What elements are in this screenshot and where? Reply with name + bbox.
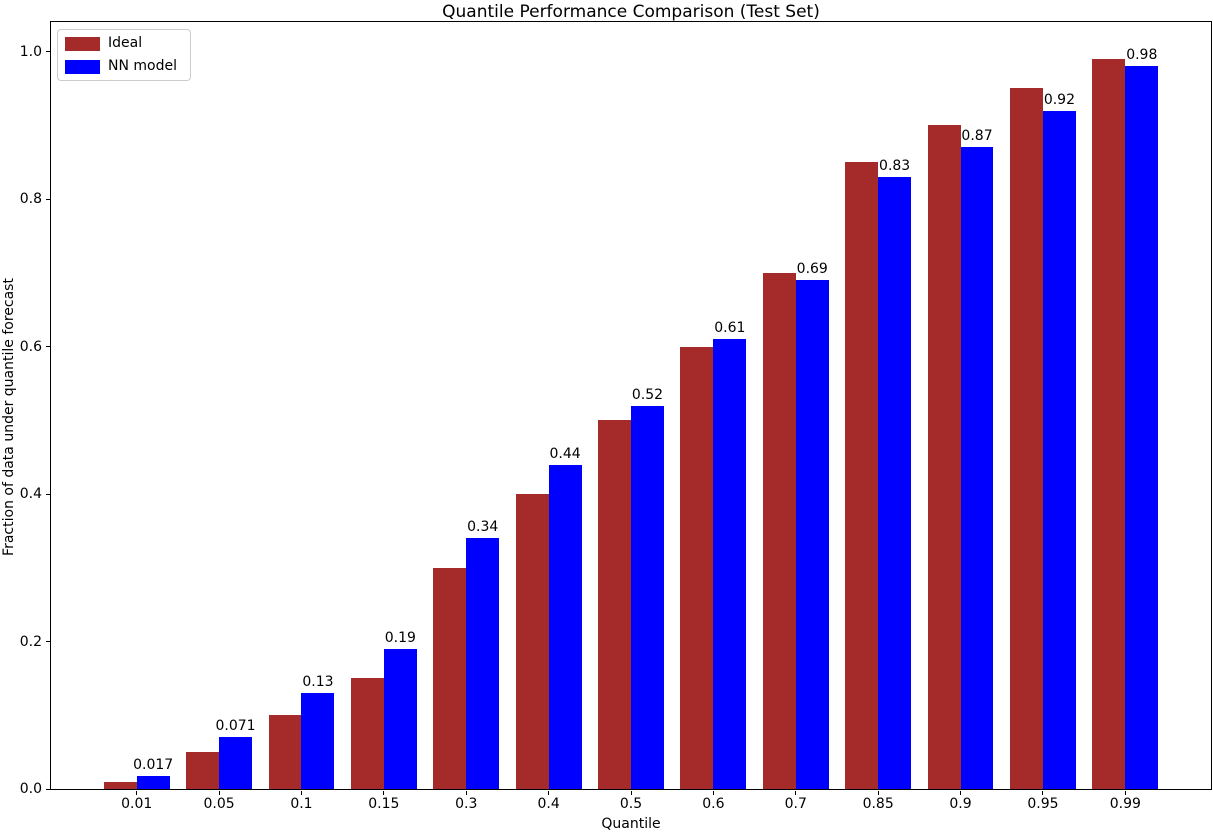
ideal-bar — [598, 420, 631, 789]
y-tick-mark — [46, 788, 50, 790]
x-tick-mark — [877, 791, 879, 795]
x-tick-label: 0.01 — [121, 796, 153, 812]
x-tick-mark — [1042, 791, 1044, 795]
legend-item: NN model — [65, 59, 177, 74]
legend: Ideal NN model — [57, 29, 191, 81]
x-tick-label: 0.85 — [862, 796, 894, 812]
x-tick-mark — [712, 791, 714, 795]
ideal-bar — [845, 162, 879, 789]
y-tick-label: 0.2 — [19, 633, 42, 650]
ideal-bar — [268, 715, 302, 789]
x-tick-label: 0.95 — [1027, 796, 1059, 812]
legend-label: NN model — [108, 58, 177, 74]
x-axis-label: Quantile — [601, 816, 661, 832]
bar-value-label: 0.87 — [961, 128, 993, 145]
ideal-bar — [762, 272, 796, 789]
x-tick-mark — [300, 791, 302, 795]
bar-value-label: 0.19 — [384, 629, 416, 646]
ideal-bar — [350, 678, 384, 789]
legend-item: Ideal — [65, 36, 177, 51]
ideal-bar — [515, 494, 549, 789]
x-tick-mark — [960, 791, 962, 795]
ideal-bar — [680, 346, 714, 789]
y-tick-label: 0.8 — [19, 191, 42, 207]
nn-model-bar — [548, 464, 582, 789]
legend-swatch — [65, 59, 100, 74]
bar-value-label: 0.92 — [1043, 91, 1075, 108]
nn-model-bar — [136, 776, 170, 789]
bar-value-label: 0.34 — [467, 519, 499, 536]
bar-value-label: 0.44 — [549, 445, 581, 462]
x-tick-mark — [218, 791, 220, 795]
nn-model-bar — [383, 648, 417, 789]
y-tick-label: 0.4 — [19, 486, 42, 502]
x-tick-mark — [136, 791, 138, 795]
x-tick-label: 0.05 — [203, 796, 235, 812]
y-tick-mark — [46, 493, 50, 495]
bar-value-label: 0.69 — [796, 261, 828, 278]
x-tick-label: 0.4 — [537, 796, 560, 812]
x-tick-mark — [383, 791, 385, 795]
bar-value-label: 0.61 — [714, 320, 746, 337]
x-tick-mark — [795, 791, 797, 795]
x-tick-label: 0.5 — [619, 796, 643, 812]
y-tick-mark — [46, 51, 50, 52]
y-tick-label: 0.6 — [19, 338, 42, 355]
ideal-bar — [927, 125, 961, 789]
plot-area: Ideal NN model 0.0 0.2 0.4 0.6 0.8 1.0 0.017 0.0… — [20, 21, 1212, 812]
legend-swatch — [65, 36, 100, 51]
bar-value-label: 0.52 — [631, 386, 664, 403]
nn-model-bar — [301, 693, 335, 789]
y-axis-label: Fraction of data under quantile forecast — [1, 278, 17, 556]
x-tick-mark — [1124, 791, 1126, 795]
x-tick-mark — [630, 791, 632, 795]
ideal-bar — [103, 781, 137, 789]
nn-model-bar — [1042, 110, 1076, 789]
nn-model-bar — [219, 736, 253, 789]
y-tick-label: 1.0 — [19, 43, 42, 60]
y-tick-mark — [46, 641, 50, 642]
y-tick-mark — [46, 346, 50, 347]
x-tick-mark — [548, 791, 550, 795]
x-tick-label: 0.99 — [1109, 796, 1141, 812]
ideal-bar — [1092, 58, 1126, 789]
bar-value-label: 0.98 — [1126, 47, 1158, 64]
nn-model-bar — [466, 538, 500, 789]
x-tick-label: 0.15 — [368, 796, 400, 812]
bar-value-label: 0.83 — [879, 157, 911, 174]
bar-value-label: 0.071 — [215, 717, 256, 734]
bar-value-label: 0.017 — [133, 757, 174, 774]
x-tick-label: 0.1 — [290, 796, 313, 812]
legend-label: Ideal — [108, 35, 143, 51]
nn-model-bar — [960, 147, 994, 789]
ideal-bar — [433, 567, 467, 789]
x-tick-label: 0.6 — [702, 796, 725, 812]
nn-model-bar — [713, 339, 747, 789]
y-tick-label: 0.0 — [19, 781, 42, 797]
nn-model-bar — [631, 405, 664, 789]
x-tick-label: 0.3 — [455, 796, 478, 812]
y-tick-mark — [46, 198, 50, 200]
chart-title: Quantile Performance Comparison (Test Se… — [442, 2, 820, 22]
ideal-bar — [186, 752, 220, 789]
x-tick-mark — [465, 791, 467, 795]
bar-value-label: 0.13 — [302, 674, 334, 691]
x-tick-label: 0.9 — [949, 796, 972, 812]
nn-model-bar — [1125, 66, 1159, 789]
ideal-bar — [1009, 88, 1043, 789]
nn-model-bar — [878, 176, 912, 789]
nn-model-bar — [795, 280, 829, 789]
x-tick-label: 0.7 — [784, 796, 807, 812]
